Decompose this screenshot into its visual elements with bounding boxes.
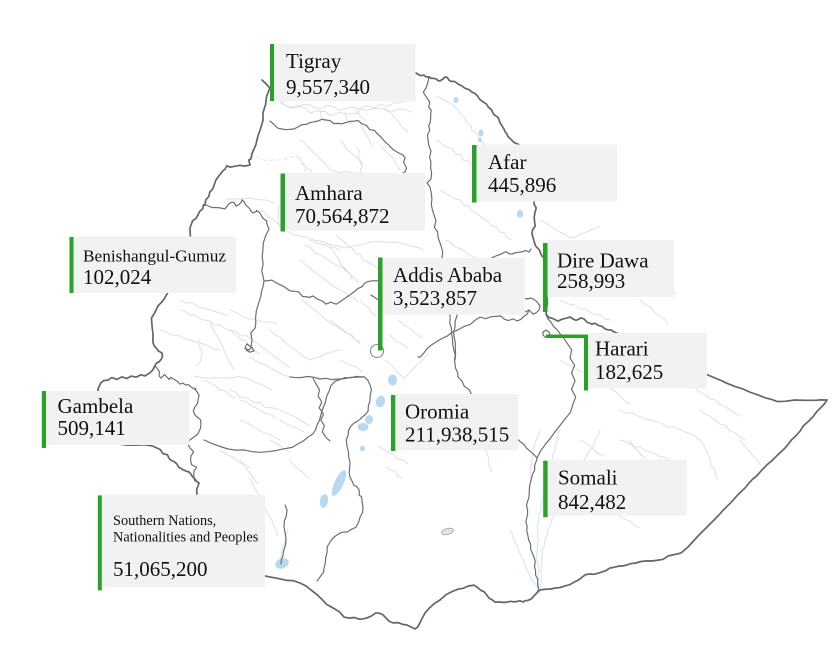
svg-text:211,938,515: 211,938,515 — [405, 423, 509, 447]
svg-text:Nationalities and Peoples: Nationalities and Peoples — [113, 529, 259, 545]
svg-text:3,523,857: 3,523,857 — [393, 286, 477, 310]
svg-text:9,557,340: 9,557,340 — [286, 75, 370, 99]
svg-text:Tigray: Tigray — [286, 49, 342, 73]
svg-text:182,625: 182,625 — [595, 360, 663, 384]
svg-text:Gambela: Gambela — [58, 394, 134, 418]
svg-text:Amhara: Amhara — [295, 181, 363, 205]
svg-text:Benishangul-Gumuz: Benishangul-Gumuz — [83, 247, 226, 266]
svg-text:258,993: 258,993 — [557, 269, 625, 293]
svg-text:Addis Ababa: Addis Ababa — [393, 263, 503, 287]
svg-text:Harari: Harari — [595, 337, 649, 361]
svg-text:51,065,200: 51,065,200 — [113, 557, 208, 581]
svg-text:509,141: 509,141 — [58, 416, 126, 440]
svg-text:70,564,872: 70,564,872 — [295, 204, 390, 228]
svg-text:445,896: 445,896 — [488, 173, 556, 197]
svg-text:102,024: 102,024 — [83, 265, 152, 289]
svg-text:Afar: Afar — [488, 150, 526, 174]
svg-text:Somali: Somali — [558, 466, 618, 490]
svg-text:Southern Nations,: Southern Nations, — [113, 513, 216, 529]
svg-text:Oromia: Oromia — [405, 400, 470, 424]
svg-text:842,482: 842,482 — [558, 490, 626, 514]
svg-text:Dire Dawa: Dire Dawa — [557, 249, 649, 273]
